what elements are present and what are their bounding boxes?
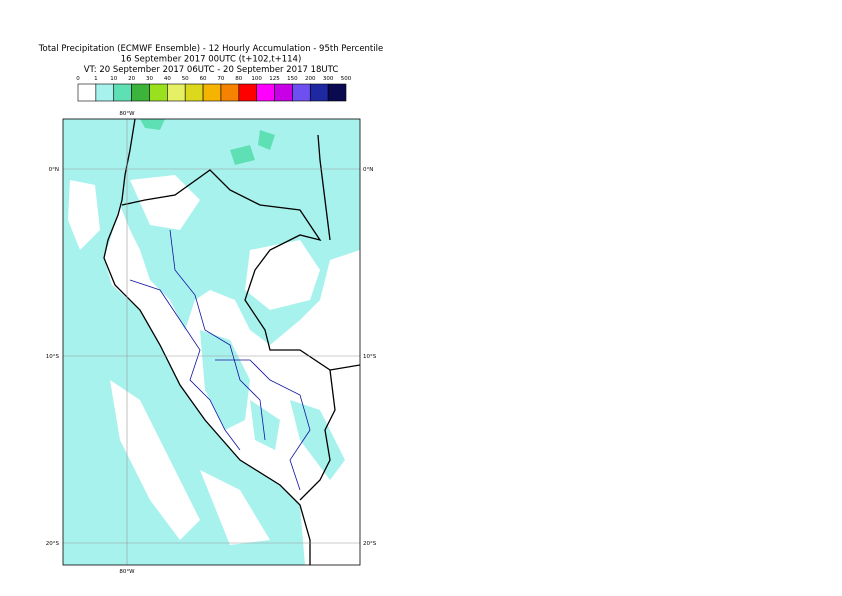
map xyxy=(62,118,361,566)
title-line: Total Precipitation (ECMWF Ensemble) - 1… xyxy=(38,44,383,54)
legend-swatch xyxy=(292,83,311,102)
legend-swatch xyxy=(113,83,132,102)
lon-label: 80°W xyxy=(119,569,135,575)
lat-label: 10°S xyxy=(363,354,377,360)
legend-swatch xyxy=(220,83,240,102)
lat-label: 10°S xyxy=(46,354,60,360)
legend-swatch xyxy=(238,83,257,102)
legend-label: 50 xyxy=(182,76,189,82)
title-block: Total Precipitation (ECMWF Ensemble) - 1… xyxy=(38,44,383,75)
lat-label: 0°N xyxy=(363,167,373,173)
legend-label: 70 xyxy=(217,76,224,82)
coordinate-labels: 80°W 80°W 0°N 0°N 10°S 10°S 20°S 20°S xyxy=(46,111,377,575)
legend-swatch xyxy=(77,83,97,102)
legend-label: 20 xyxy=(128,76,135,82)
legend-label: 200 xyxy=(305,76,316,82)
map-frame xyxy=(62,118,361,566)
legend-swatch xyxy=(149,83,168,102)
legend-swatch xyxy=(95,83,115,102)
legend-swatch xyxy=(167,83,186,102)
legend-label: 30 xyxy=(146,76,153,82)
legend-swatch xyxy=(131,83,150,102)
lat-label: 0°N xyxy=(49,167,59,173)
legend-label: 100 xyxy=(251,76,262,82)
title-line: VT: 20 September 2017 06UTC - 20 Septemb… xyxy=(84,65,339,75)
heavier-precip xyxy=(140,119,275,165)
legend-label: 80 xyxy=(235,76,242,82)
legend-swatch xyxy=(184,83,204,102)
legend-label: 60 xyxy=(200,76,207,82)
legend-label: 40 xyxy=(164,76,171,82)
legend-label: 150 xyxy=(287,76,298,82)
legend-label: 300 xyxy=(323,76,334,82)
legend-swatch xyxy=(327,83,347,102)
legend-swatch xyxy=(309,83,329,102)
legend-label: 1 xyxy=(94,76,98,82)
graticule xyxy=(63,119,360,565)
legend-label: 0 xyxy=(76,76,80,82)
lon-label: 80°W xyxy=(119,111,135,117)
legend-label: 10 xyxy=(110,76,117,82)
lat-label: 20°S xyxy=(363,541,377,547)
legend-swatch xyxy=(256,83,275,102)
title-line: 16 September 2017 00UTC (t+102,t+114) xyxy=(121,55,302,65)
coastline xyxy=(103,119,360,565)
legend-swatch xyxy=(274,83,293,102)
legend-label: 500 xyxy=(341,76,352,82)
legend-swatch xyxy=(202,83,222,102)
admin-borders xyxy=(129,229,311,491)
legend: 0 1 10 20 30 40 50 60 70 80 100 125 150 200 300 500 xyxy=(76,76,352,102)
legend-label: 125 xyxy=(269,76,280,82)
lat-label: 20°S xyxy=(46,541,60,547)
